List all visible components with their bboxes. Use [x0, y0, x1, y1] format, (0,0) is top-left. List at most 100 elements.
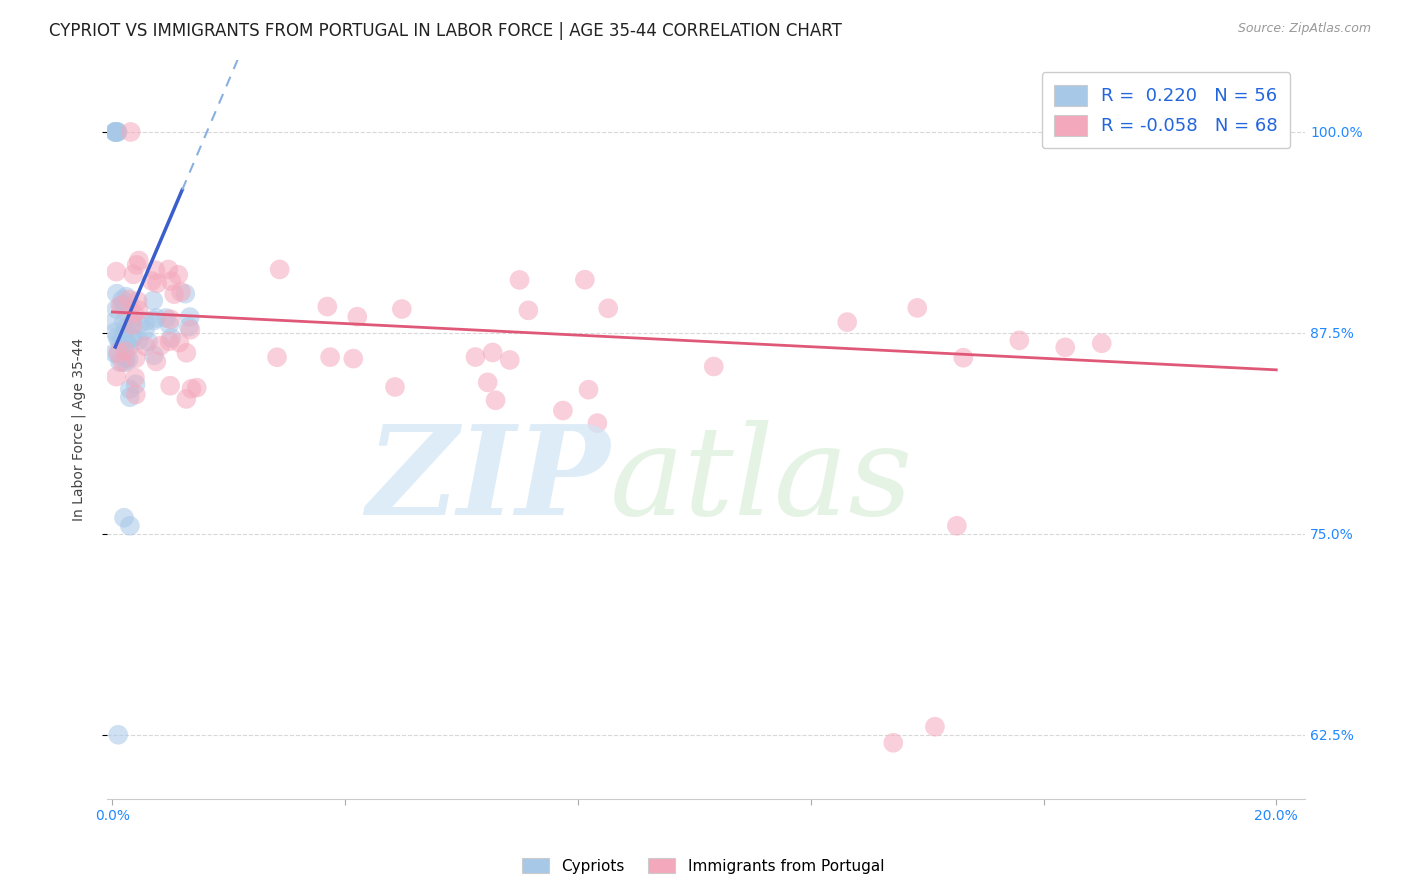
Point [905, 301, 928, 315]
Point [108, 355, 131, 369]
Point [145, 263, 167, 277]
Point [105, 330, 128, 344]
Point [124, 351, 146, 366]
Point [477, 376, 499, 390]
Point [160, 331, 183, 345]
Legend: Cypriots, Immigrants from Portugal: Cypriots, Immigrants from Portugal [516, 852, 890, 880]
Point [120, 330, 142, 344]
Point [105, 125, 128, 139]
Point [484, 393, 506, 408]
Point [142, 293, 165, 308]
Point [103, 346, 125, 360]
Point [114, 355, 136, 369]
Point [128, 303, 150, 318]
Point [384, 380, 406, 394]
Point [112, 329, 135, 343]
Point [122, 331, 145, 345]
Text: atlas: atlas [610, 420, 914, 541]
Point [111, 293, 134, 307]
Point [142, 313, 165, 327]
Point [319, 350, 342, 364]
Point [141, 274, 163, 288]
Point [157, 262, 180, 277]
Point [180, 382, 202, 396]
Point [114, 335, 136, 350]
Point [186, 381, 208, 395]
Point [122, 268, 145, 282]
Point [114, 326, 136, 341]
Point [946, 518, 969, 533]
Point [136, 334, 159, 349]
Text: CYPRIOT VS IMMIGRANTS FROM PORTUGAL IN LABOR FORCE | AGE 35-44 CORRELATION CHART: CYPRIOT VS IMMIGRANTS FROM PORTUGAL IN L… [49, 22, 842, 40]
Point [105, 286, 128, 301]
Point [924, 720, 946, 734]
Point [134, 323, 156, 337]
Point [837, 315, 859, 329]
Point [107, 347, 129, 361]
Point [134, 339, 156, 353]
Point [703, 359, 725, 374]
Point [159, 334, 181, 349]
Point [163, 287, 186, 301]
Point [125, 387, 148, 401]
Point [149, 338, 172, 352]
Point [145, 311, 167, 326]
Point [107, 345, 129, 359]
Point [882, 736, 904, 750]
Point [169, 335, 191, 350]
Point [112, 315, 135, 329]
Point [176, 346, 198, 360]
Point [128, 317, 150, 331]
Point [952, 351, 974, 365]
Text: Source: ZipAtlas.com: Source: ZipAtlas.com [1237, 22, 1371, 36]
Point [118, 518, 141, 533]
Point [481, 345, 503, 359]
Point [346, 310, 368, 324]
Point [177, 319, 200, 334]
Point [574, 273, 596, 287]
Point [125, 258, 148, 272]
Point [316, 300, 339, 314]
Point [1008, 334, 1031, 348]
Point [124, 377, 146, 392]
Point [143, 348, 166, 362]
Point [167, 268, 190, 282]
Point [111, 299, 134, 313]
Point [121, 311, 143, 326]
Point [105, 369, 128, 384]
Point [145, 354, 167, 368]
Point [128, 333, 150, 347]
Point [114, 344, 136, 359]
Point [159, 312, 181, 326]
Point [1091, 336, 1114, 351]
Point [598, 301, 620, 316]
Point [111, 355, 134, 369]
Point [117, 352, 139, 367]
Point [107, 728, 129, 742]
Point [115, 319, 138, 334]
Point [107, 125, 129, 139]
Point [122, 307, 145, 321]
Point [115, 351, 138, 366]
Point [464, 350, 486, 364]
Point [176, 392, 198, 406]
Point [107, 332, 129, 346]
Point [112, 510, 135, 524]
Point [269, 262, 291, 277]
Point [499, 353, 522, 368]
Point [104, 125, 127, 139]
Point [160, 274, 183, 288]
Point [110, 335, 132, 350]
Point [1054, 340, 1077, 354]
Legend: R =  0.220   N = 56, R = -0.058   N = 68: R = 0.220 N = 56, R = -0.058 N = 68 [1042, 72, 1291, 148]
Text: ZIP: ZIP [367, 420, 610, 541]
Point [128, 253, 150, 268]
Point [118, 390, 141, 404]
Point [174, 286, 197, 301]
Point [121, 318, 143, 332]
Point [170, 285, 193, 299]
Point [120, 125, 142, 139]
Point [105, 265, 128, 279]
Point [155, 311, 177, 326]
Point [115, 334, 138, 349]
